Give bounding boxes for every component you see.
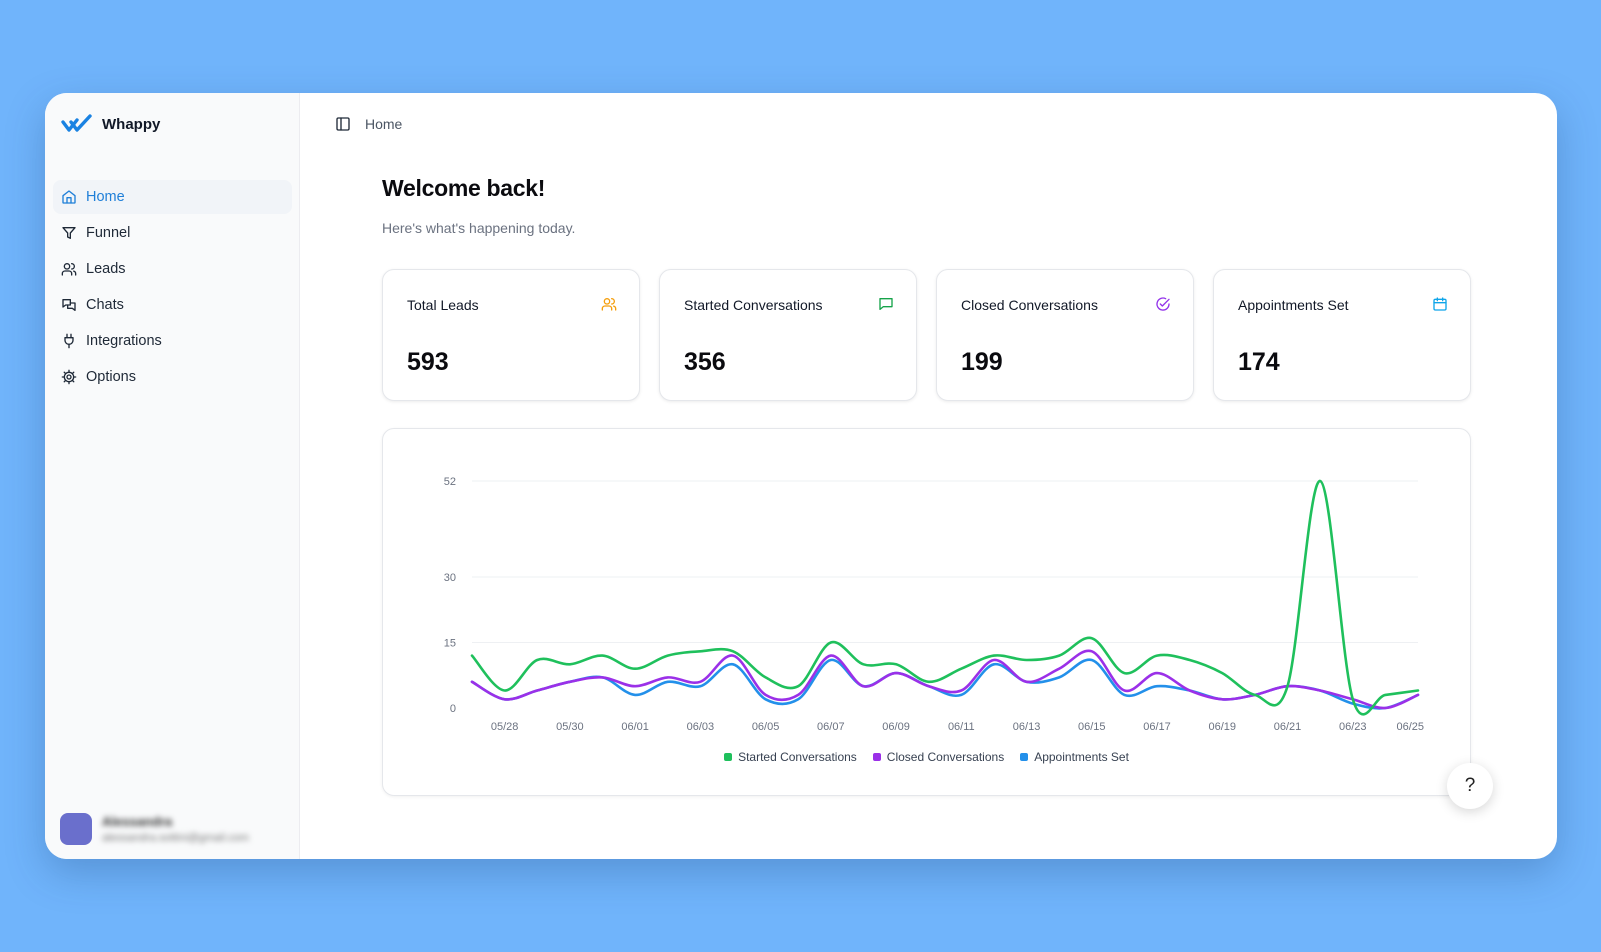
y-tick-label: 0 — [450, 703, 456, 715]
user-profile[interactable]: Alessandra alessandra.sottini@gmail.com — [60, 813, 249, 845]
funnel-icon — [62, 227, 76, 239]
activity-chart-card: 0 15 30 52 05/28 05/30 06/01 06/03 06/05 06/07 06/… — [382, 428, 1471, 796]
page-subtitle: Here's what's happening today. — [382, 220, 576, 236]
stat-card-total-leads: Total Leads 593 — [382, 269, 640, 401]
sidebar-item-leads[interactable]: Leads — [53, 252, 292, 286]
sidebar-item-label: Integrations — [86, 333, 162, 349]
series-line-closed-conversations — [470, 649, 1420, 710]
stat-card-started-conversations: Started Conversations 356 — [659, 269, 917, 401]
legend-item-closed-conversations[interactable]: Closed Conversations — [872, 750, 1005, 764]
stat-value: 593 — [407, 348, 449, 376]
stats-cards: Total Leads 593 Started Conversations 35… — [382, 269, 1471, 401]
legend-label: Started Conversations — [738, 750, 857, 764]
sidebar-item-options[interactable]: Options — [53, 360, 292, 394]
x-tick-label: 06/15 — [1078, 721, 1106, 733]
check-circle-icon — [1156, 297, 1170, 311]
page-title: Welcome back! — [382, 175, 546, 201]
breadcrumb[interactable]: Home — [365, 116, 403, 132]
sidebar-item-funnel[interactable]: Funnel — [53, 216, 292, 250]
help-button[interactable]: ? — [1447, 763, 1493, 809]
x-tick-label: 06/03 — [687, 721, 715, 733]
logo[interactable]: Whappy — [61, 113, 160, 135]
sidebar-nav: Home Funnel Leads Chats Integrations Opt… — [53, 180, 292, 396]
whappy-logo-icon — [61, 114, 92, 132]
sidebar-item-label: Chats — [86, 297, 124, 313]
x-tick-label: 06/05 — [752, 721, 780, 733]
stat-value: 356 — [684, 348, 726, 376]
x-tick-label: 06/19 — [1209, 721, 1237, 733]
user-email: alessandra.sottini@gmail.com — [102, 832, 249, 844]
main-content: Home Welcome back! Here's what's happeni… — [300, 93, 1557, 859]
legend-item-appointments-set[interactable]: Appointments Set — [1020, 750, 1129, 764]
chats-icon — [62, 299, 76, 311]
x-tick-label: 06/25 — [1396, 721, 1424, 733]
sidebar-item-home[interactable]: Home — [53, 180, 292, 214]
app-name: Whappy — [102, 115, 161, 133]
stat-label: Closed Conversations — [961, 297, 1098, 313]
series-line-appointments-set — [470, 658, 1420, 710]
sidebar-item-integrations[interactable]: Integrations — [53, 324, 292, 358]
y-tick-label: 52 — [444, 476, 456, 488]
users-icon — [601, 298, 617, 311]
sidebar: Whappy Home Funnel Leads Chats Integrati… — [45, 93, 300, 859]
sidebar-item-label: Home — [86, 189, 125, 205]
calendar-icon — [1433, 297, 1447, 311]
legend-label: Appointments Set — [1034, 750, 1129, 764]
topbar: Home — [335, 116, 402, 132]
sidebar-item-chats[interactable]: Chats — [53, 288, 292, 322]
x-tick-label: 06/23 — [1339, 721, 1367, 733]
stat-label: Total Leads — [407, 297, 479, 313]
stat-value: 174 — [1238, 348, 1280, 376]
sidebar-item-label: Leads — [86, 261, 126, 277]
stat-card-appointments-set: Appointments Set 174 — [1213, 269, 1471, 401]
legend-label: Closed Conversations — [886, 750, 1005, 764]
app-window: Whappy Home Funnel Leads Chats Integrati… — [45, 93, 1557, 859]
user-info: Alessandra alessandra.sottini@gmail.com — [102, 814, 249, 844]
x-tick-label: 05/30 — [556, 721, 584, 733]
stat-value: 199 — [961, 348, 1003, 376]
sidebar-item-label: Funnel — [86, 225, 131, 241]
user-name: Alessandra — [102, 814, 173, 829]
home-icon — [62, 190, 76, 204]
sidebar-item-label: Options — [86, 369, 136, 385]
x-tick-label: 05/28 — [491, 721, 519, 733]
x-tick-label: 06/09 — [882, 721, 910, 733]
gear-icon — [61, 369, 77, 385]
y-tick-label: 30 — [444, 572, 456, 584]
y-tick-label: 15 — [444, 638, 456, 650]
stat-label: Started Conversations — [684, 297, 823, 313]
legend-swatch — [1020, 753, 1029, 761]
chart-legend: Started Conversations Closed Conversatio… — [383, 750, 1470, 764]
series-line-started-conversations — [470, 479, 1420, 716]
avatar — [60, 813, 92, 845]
sidebar-toggle-icon[interactable] — [335, 116, 351, 132]
users-icon — [61, 263, 77, 276]
legend-swatch — [724, 753, 733, 761]
activity-line-chart: 0 15 30 52 05/28 05/30 06/01 06/03 06/05 06/07 06/… — [444, 476, 1424, 733]
x-tick-label: 06/07 — [817, 721, 845, 733]
x-tick-label: 06/21 — [1274, 721, 1302, 733]
legend-swatch — [872, 753, 881, 761]
plug-icon — [64, 333, 74, 349]
stat-card-closed-conversations: Closed Conversations 199 — [936, 269, 1194, 401]
stat-label: Appointments Set — [1238, 297, 1349, 313]
x-tick-label: 06/17 — [1143, 721, 1171, 733]
x-tick-label: 06/11 — [948, 721, 975, 733]
message-icon — [879, 298, 893, 310]
x-tick-label: 06/13 — [1013, 721, 1041, 733]
legend-item-started-conversations[interactable]: Started Conversations — [724, 750, 857, 764]
x-tick-label: 06/01 — [621, 721, 649, 733]
